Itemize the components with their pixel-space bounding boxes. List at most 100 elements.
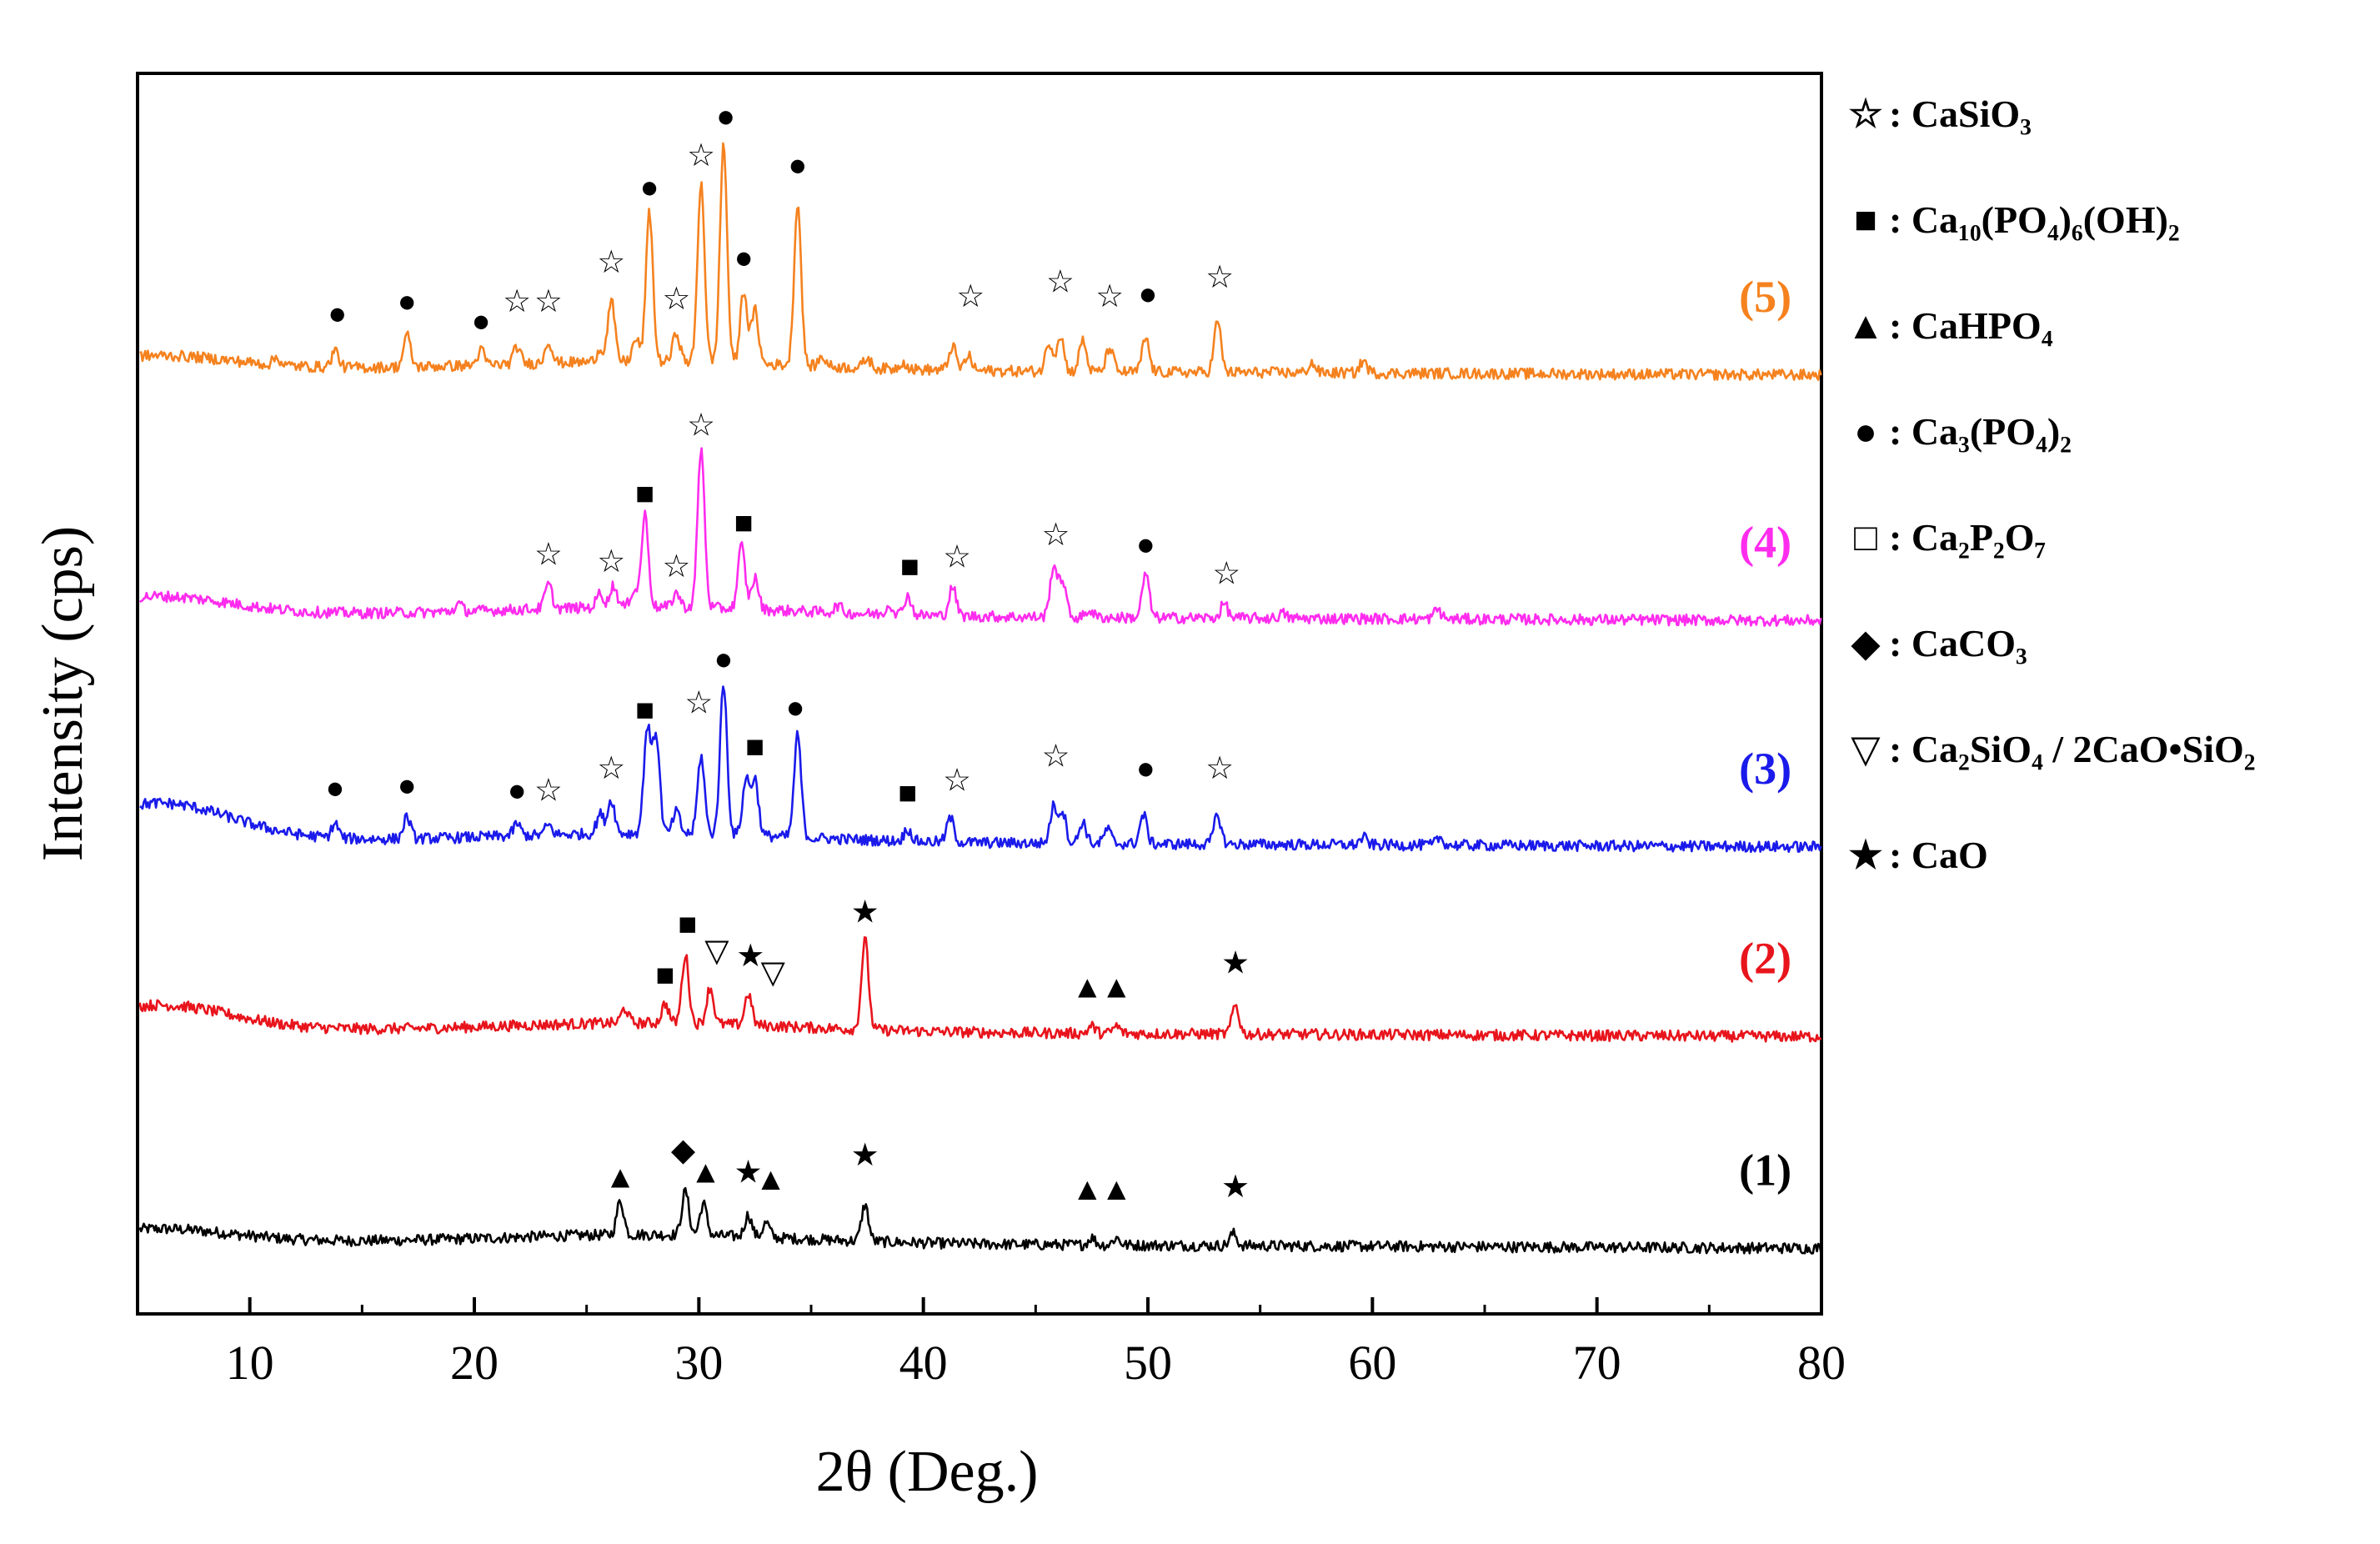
curve-labels-group: (1) (2) (3) (4) (5) [1739,272,1791,1195]
legend-label: : Ca₂SiO₄ / 2CaO•SiO₂ [1889,728,2256,770]
peak-marker-star-open: ☆ [597,751,625,786]
peak-marker-star-open: ☆ [1212,557,1240,592]
peak-marker-triangle-down: ▽ [761,955,786,990]
peak-marker-star-open: ☆ [687,138,715,173]
peak-marker-star-open: ☆ [1042,518,1070,553]
legend-item: ▲: CaHPO₄ [1846,304,2052,347]
series-line-4 [139,447,1822,628]
peak-marker-star: ★ [851,895,879,930]
peak-marker-circle: ● [640,170,659,205]
legend-symbol: ▲ [1846,304,1885,347]
peak-marker-square: ■ [734,505,754,540]
x-tick-label: 70 [1573,1336,1621,1390]
peak-marker-circle: ● [326,770,345,805]
legend-item: ◆: CaCO₃ [1851,622,2027,664]
peak-marker-square: ■ [898,775,917,810]
series-line-2 [138,936,1822,1043]
peak-marker-triangle: ▲ [1071,1172,1103,1207]
peak-marker-circle: ● [786,690,805,725]
curve-label-3: (3) [1739,744,1791,794]
peak-marker-star: ★ [851,1138,879,1173]
x-tick-label: 30 [674,1336,723,1390]
peak-marker-circle: ● [472,303,491,338]
peak-marker-circle: ● [1136,751,1155,786]
legend-item: ★: CaO [1848,834,1987,876]
peak-marker-circle: ● [328,297,347,332]
legend-symbol: ● [1854,410,1877,453]
peak-marker-star-open: ☆ [503,284,531,319]
series-line-1 [138,1186,1822,1255]
peak-marker-star-open: ☆ [943,764,971,799]
peak-marker-star-open: ☆ [1205,260,1234,295]
legend-symbol: ★ [1848,834,1882,876]
peak-marker-square: ■ [678,907,697,942]
series-line-5 [139,142,1822,381]
plot-frame [136,72,1823,1316]
y-axis-title: Intensity (cps) [31,526,95,861]
peak-marker-star-open: ☆ [597,544,625,579]
legend-item: ▽: Ca₂SiO₄ / 2CaO•SiO₂ [1851,728,2255,770]
x-axis-title: 2θ (Deg.) [816,1440,1039,1504]
x-tick-label: 50 [1124,1336,1172,1390]
legend-symbol: ◆ [1851,622,1881,664]
x-tick-label: 80 [1797,1336,1846,1390]
peak-marker-star-open: ☆ [597,245,625,280]
legend-item: ■ : Ca₁₀(PO₄)₆(OH)₂ [1854,198,2180,241]
peak-marker-square: ■ [635,693,654,728]
peak-marker-star-open: ☆ [1095,279,1124,314]
series-line-3 [139,685,1822,854]
legend-label: : CaCO₃ [1889,622,2027,664]
peak-marker-diamond: ◆ [671,1133,696,1168]
peak-marker-triangle: ▲ [755,1162,787,1197]
peak-marker-star-open: ☆ [1046,265,1075,300]
legend-label: : CaO [1889,834,1988,876]
peak-marker-star-open: ☆ [534,284,563,319]
peak-marker-star-open: ☆ [956,279,985,314]
legend: ☆: CaSiO₃ ■ : Ca₁₀(PO₄)₆(OH)₂ ▲: CaHPO₄ ● : C… [1846,93,2255,876]
peak-marker-triangle: ▲ [690,1155,722,1190]
legend-item: ● : Ca₃(PO₄)₂ [1854,410,2072,453]
peak-marker-triangle: ▲ [1100,1172,1132,1207]
legend-symbol: ▽ [1851,728,1881,770]
peak-marker-circle: ● [398,284,417,319]
peak-marker-circle: ● [1136,528,1155,563]
peak-marker-star: ★ [734,1155,763,1190]
peak-marker-circle: ● [716,99,735,134]
peak-marker-star-open: ☆ [534,537,563,572]
curve-label-4: (4) [1739,518,1791,568]
curve-label-1: (1) [1739,1145,1791,1195]
x-tick-label: 40 [899,1336,948,1390]
peak-marker-circle: ● [1139,277,1158,312]
legend-symbol: □ [1854,516,1877,559]
peak-marker-star-open: ☆ [1205,751,1234,786]
legend-item: □ : Ca₂P₂O₇ [1854,516,2046,559]
x-tick-label: 20 [450,1336,499,1390]
legend-item: ☆: CaSiO₃ [1848,93,2032,135]
peak-marker-star: ★ [1221,1170,1250,1205]
legend-symbol: ☆ [1848,93,1882,135]
peak-marker-circle: ● [714,642,733,677]
peak-marker-star: ★ [736,939,764,974]
peak-marker-square: ■ [900,549,919,584]
legend-label: : Ca₃(PO₄)₂ [1889,410,2072,453]
x-tick-label: 10 [226,1336,274,1390]
x-tick-label: 60 [1348,1336,1396,1390]
peak-marker-star-open: ☆ [662,282,690,317]
legend-label: : Ca₂P₂O₇ [1889,516,2046,559]
peak-marker-circle: ● [508,773,527,808]
peak-marker-star-open: ☆ [534,773,563,808]
peak-marker-circle: ● [788,148,807,183]
peak-markers-group: ▲◆▲ ★▲★▲▲ ★■■▽ ★▽★▲▲★● ● ● ☆☆■ ☆●■●■ ☆☆ ● ☆☆ ☆■☆☆■■… [326,99,1250,1207]
x-axis: 10 20 30 40 50 60 70 80 [136,1297,1846,1390]
curve-label-2: (2) [1739,934,1791,984]
peak-marker-triangle: ▲ [1071,970,1103,1005]
peak-marker-star-open: ☆ [1042,739,1070,775]
legend-label: : Ca₁₀(PO₄)₆(OH)₂ [1889,198,2180,241]
peak-marker-circle: ● [734,240,754,275]
curves-group [138,142,1822,1255]
peak-marker-triangle: ▲ [604,1160,636,1195]
peak-marker-star-open: ☆ [662,549,690,584]
legend-symbol: ■ [1854,198,1877,241]
curve-label-5: (5) [1739,272,1791,322]
